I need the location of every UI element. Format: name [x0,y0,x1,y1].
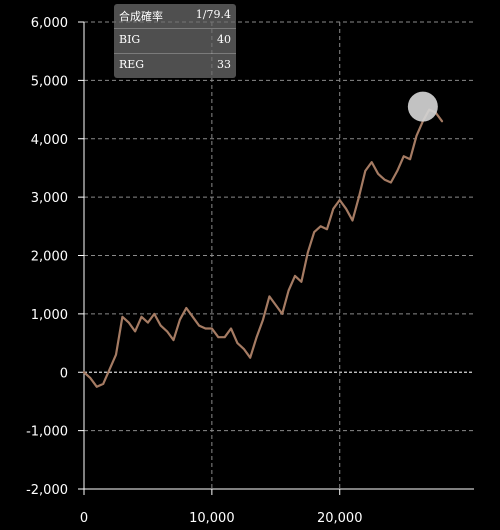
axes [78,21,474,495]
y-tick-label: 3,000 [31,191,68,206]
y-tick-label: 6,000 [31,16,68,31]
stats-divider [114,28,236,29]
stats-row-reg: REG 33 [114,54,236,78]
grid [84,21,474,489]
big-value: 40 [217,33,231,46]
y-tick-label: -1,000 [26,425,68,440]
x-axis-tick-labels: 0 10,000 20,000 [80,511,363,526]
combined-probability-value: 1/79.4 [195,8,231,21]
stats-panel: 合成確率 1/79.4 BIG 40 REG 33 [114,4,236,78]
x-tick-label: 0 [80,511,88,526]
y-axis-tick-labels: -2,000 -1,000 0 1,000 2,000 3,000 4,000 5,000 6,… [26,16,68,498]
stats-row-big: BIG 40 [114,29,236,53]
reg-value: 33 [217,58,231,71]
stats-row-combined-probability: 合成確率 1/79.4 [114,4,236,28]
big-label: BIG [119,33,141,46]
reg-label: REG [119,58,145,71]
series-line [82,108,444,388]
x-tick-label: 20,000 [317,511,363,526]
y-tick-label: -2,000 [26,483,68,498]
combined-probability-label: 合成確率 [119,10,163,23]
x-tick-label: 10,000 [189,511,235,526]
y-tick-label: 1,000 [31,308,68,323]
stats-divider [114,53,236,54]
y-tick-label: 0 [60,366,68,381]
y-tick-label: 4,000 [31,133,68,148]
current-point-marker [407,91,438,122]
marker-layer [407,91,438,122]
y-tick-label: 5,000 [31,74,68,89]
series-layer [82,108,444,388]
y-tick-label: 2,000 [31,250,68,265]
